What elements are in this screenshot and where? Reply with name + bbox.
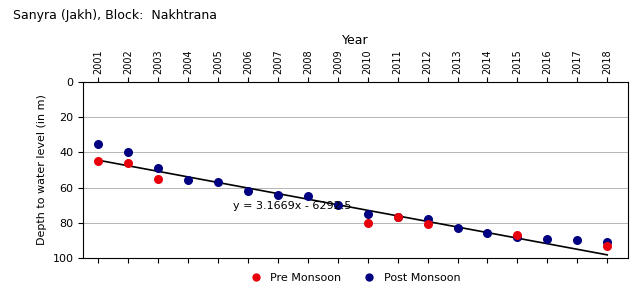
Pre Monsoon — [93, 159, 103, 163]
Post Monsoon — [153, 166, 163, 171]
Text: Sanyra (Jakh), Block:  Nakhtrana: Sanyra (Jakh), Block: Nakhtrana — [13, 9, 217, 22]
Post Monsoon — [542, 236, 553, 241]
Post Monsoon — [183, 178, 193, 183]
Pre Monsoon — [512, 233, 522, 237]
Post Monsoon — [333, 203, 343, 207]
Post Monsoon — [213, 180, 223, 185]
Post Monsoon — [422, 217, 433, 222]
Post Monsoon — [512, 234, 522, 239]
Pre Monsoon — [153, 176, 163, 181]
Post Monsoon — [273, 192, 283, 197]
Legend: Pre Monsoon, Post Monsoon: Pre Monsoon, Post Monsoon — [240, 269, 465, 287]
Post Monsoon — [392, 215, 403, 220]
Post Monsoon — [93, 141, 103, 146]
Pre Monsoon — [123, 161, 133, 165]
Post Monsoon — [303, 194, 313, 199]
X-axis label: Year: Year — [342, 34, 369, 47]
Pre Monsoon — [392, 215, 403, 220]
Post Monsoon — [243, 189, 253, 193]
Pre Monsoon — [422, 222, 433, 227]
Y-axis label: Depth to water level (in m): Depth to water level (in m) — [37, 95, 47, 245]
Pre Monsoon — [363, 220, 373, 225]
Post Monsoon — [123, 150, 133, 155]
Text: y = 3.1669x - 6292.5: y = 3.1669x - 6292.5 — [233, 201, 351, 211]
Post Monsoon — [453, 226, 463, 230]
Post Monsoon — [602, 240, 612, 244]
Post Monsoon — [363, 212, 373, 216]
Pre Monsoon — [602, 243, 612, 248]
Post Monsoon — [572, 238, 583, 243]
Post Monsoon — [482, 231, 492, 236]
